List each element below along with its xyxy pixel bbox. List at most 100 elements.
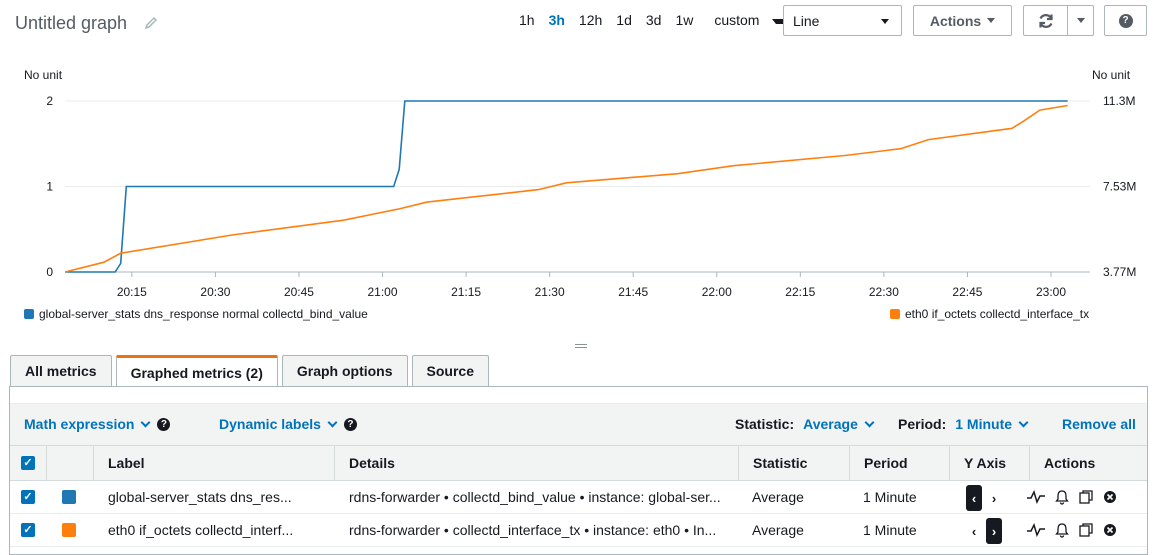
- metric-details: rdns-forwarder • collectd_bind_value • i…: [349, 489, 721, 505]
- help-button[interactable]: ?: [1104, 5, 1147, 36]
- metric-label[interactable]: global-server_stats dns_res...: [108, 489, 292, 505]
- legend-swatch: [890, 309, 900, 319]
- y-axis-right-toggle[interactable]: ›: [986, 518, 1002, 544]
- metric-period[interactable]: 1 Minute: [863, 489, 917, 505]
- chart-type-value: Line: [793, 12, 820, 29]
- statistic-label: Statistic:: [735, 416, 795, 432]
- chevron-down-icon: [1076, 18, 1085, 23]
- tab-graph-options[interactable]: Graph options: [281, 355, 408, 386]
- sparkline-icon[interactable]: [1026, 523, 1046, 537]
- tab-graphed-metrics[interactable]: Graphed metrics (2): [115, 355, 278, 387]
- actions-button[interactable]: Actions: [913, 5, 1012, 36]
- details-column-header[interactable]: Details: [334, 446, 738, 480]
- sparkline-icon[interactable]: [1026, 490, 1046, 504]
- x-tick-label: 22:15: [785, 285, 815, 299]
- metric-details: rdns-forwarder • collectd_interface_tx •…: [349, 522, 717, 538]
- row-checkbox[interactable]: ✓: [21, 490, 35, 504]
- statistic-selector: Statistic: Average: [735, 416, 875, 432]
- remove-all-button[interactable]: Remove all: [1062, 416, 1136, 432]
- math-expression-label: Math expression: [24, 416, 135, 432]
- range-custom-label: custom: [714, 12, 760, 28]
- pencil-icon[interactable]: [144, 16, 158, 30]
- statistic-column-header[interactable]: Statistic: [738, 446, 849, 480]
- x-tick-label: 21:15: [451, 285, 481, 299]
- y-right-tick-label: 3.77M: [1103, 265, 1136, 279]
- copy-icon[interactable]: [1078, 489, 1094, 505]
- label-column-header[interactable]: Label: [93, 446, 334, 480]
- y-axis-right-toggle[interactable]: ›: [991, 490, 997, 506]
- dynamic-labels-dropdown[interactable]: Dynamic labels ?: [219, 416, 357, 432]
- bell-icon[interactable]: [1055, 522, 1069, 538]
- period-value: 1 Minute: [955, 416, 1013, 432]
- refresh-icon: [1038, 13, 1053, 28]
- range-1d[interactable]: 1d: [616, 12, 632, 28]
- refresh-button[interactable]: [1023, 5, 1068, 36]
- row-checkbox[interactable]: ✓: [21, 523, 35, 537]
- resize-handle[interactable]: [575, 344, 587, 348]
- range-3d[interactable]: 3d: [645, 12, 662, 28]
- row-actions: [1026, 489, 1117, 505]
- y-left-tick-label: 1: [46, 180, 53, 194]
- series-color-swatch[interactable]: [62, 523, 76, 537]
- y-axis-column-header[interactable]: Y Axis: [949, 446, 1029, 480]
- time-range-selector: 1h 3h 12h 1d 3d 1w custom: [512, 10, 801, 30]
- bell-icon[interactable]: [1055, 489, 1069, 505]
- table-header: ✓ Label Details Statistic Period Y Axis …: [10, 445, 1147, 481]
- tab-all-metrics[interactable]: All metrics: [10, 355, 112, 386]
- tab-bar: All metrics Graphed metrics (2) Graph op…: [10, 355, 489, 387]
- period-dropdown[interactable]: 1 Minute: [955, 416, 1029, 432]
- graphed-metrics-panel: Math expression ? Dynamic labels ? Stati…: [9, 386, 1148, 555]
- remove-icon[interactable]: [1103, 523, 1117, 537]
- dynamic-labels-label: Dynamic labels: [219, 416, 321, 432]
- left-axis-unit: No unit: [24, 68, 63, 82]
- range-1w[interactable]: 1w: [675, 12, 694, 28]
- refresh-options-button[interactable]: [1067, 5, 1094, 36]
- x-tick-label: 22:30: [869, 285, 899, 299]
- range-12h[interactable]: 12h: [578, 12, 603, 28]
- metric-period[interactable]: 1 Minute: [863, 522, 917, 538]
- graph-title: Untitled graph: [15, 13, 128, 33]
- select-all-checkbox[interactable]: ✓: [21, 456, 35, 470]
- tab-source[interactable]: Source: [411, 355, 489, 386]
- period-selector: Period: 1 Minute: [898, 416, 1029, 432]
- legend-label: eth0 if_octets collectd_interface_tx: [905, 307, 1090, 321]
- chevron-down-icon: [327, 417, 338, 428]
- x-tick-label: 22:45: [952, 285, 982, 299]
- y-left-tick-label: 2: [46, 94, 53, 108]
- row-actions: [1026, 522, 1117, 538]
- y-axis-left-toggle[interactable]: ‹: [966, 485, 982, 511]
- math-expression-dropdown[interactable]: Math expression ?: [24, 416, 171, 432]
- metric-statistic[interactable]: Average: [752, 489, 804, 505]
- help-icon: ?: [1118, 13, 1133, 28]
- statistic-value: Average: [803, 416, 858, 432]
- legend-item-eth0[interactable]: eth0 if_octets collectd_interface_tx: [890, 307, 1089, 321]
- legend-swatch: [24, 309, 34, 319]
- x-tick-label: 20:45: [284, 285, 314, 299]
- help-icon[interactable]: ?: [157, 417, 171, 431]
- help-icon[interactable]: ?: [343, 417, 357, 431]
- chart-type-select[interactable]: Line: [783, 5, 902, 36]
- y-right-tick-label: 7.53M: [1103, 180, 1136, 194]
- x-tick-label: 21:45: [618, 285, 648, 299]
- copy-icon[interactable]: [1078, 522, 1094, 538]
- series-line-dns: [65, 100, 1068, 273]
- range-3h[interactable]: 3h: [548, 12, 565, 28]
- metric-label[interactable]: eth0 if_octets collectd_interf...: [108, 522, 294, 538]
- metrics-chart[interactable]: 0 1 2 3.77M 7.53M 11.3M 20:15 20:30 20:45 21:00 21…: [0, 80, 1155, 300]
- y-axis-left-toggle[interactable]: ‹: [971, 523, 977, 539]
- remove-icon[interactable]: [1103, 490, 1117, 504]
- x-tick-label: 21:00: [368, 285, 398, 299]
- actions-label: Actions: [929, 12, 982, 29]
- metric-statistic[interactable]: Average: [752, 522, 804, 538]
- table-row: ✓ global-server_stats dns_res... rdns-fo…: [10, 481, 1147, 514]
- legend-item-dns[interactable]: global-server_stats dns_response normal …: [24, 307, 368, 321]
- range-1h[interactable]: 1h: [519, 12, 535, 28]
- chevron-down-icon: [141, 417, 151, 428]
- x-tick-label: 20:30: [200, 285, 230, 299]
- statistic-dropdown[interactable]: Average: [803, 416, 875, 432]
- table-row: ✓ eth0 if_octets collectd_interf... rdns…: [10, 514, 1147, 547]
- chevron-down-icon: [881, 19, 889, 24]
- series-color-swatch[interactable]: [62, 490, 76, 504]
- x-tick-label: 20:15: [117, 285, 147, 299]
- period-column-header[interactable]: Period: [849, 446, 949, 480]
